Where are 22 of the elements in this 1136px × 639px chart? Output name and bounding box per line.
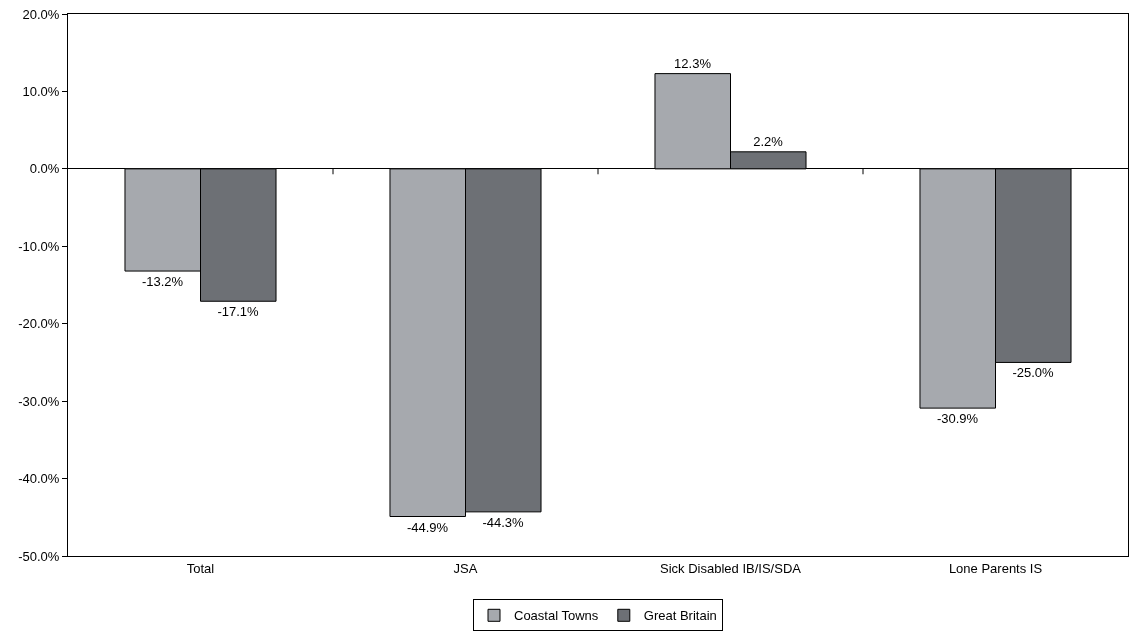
y-tick-label: 0.0%	[29, 161, 60, 177]
y-tick-label: -20.0%	[18, 316, 60, 332]
legend-label: Coastal Towns	[514, 608, 599, 624]
data-label: -25.0%	[1012, 365, 1055, 381]
y-tick-label: -30.0%	[18, 393, 60, 409]
y-tick-label: -10.0%	[18, 238, 60, 254]
x-tick-label: Sick Disabled IB/IS/SDA	[660, 560, 802, 576]
data-label: 12.3%	[674, 55, 712, 71]
legend-label: Great Britain	[643, 608, 717, 624]
data-label: 2.2%	[753, 133, 784, 149]
data-label: -13.2%	[141, 274, 184, 290]
data-label: -30.9%	[936, 411, 979, 427]
x-tick-label: JSA	[453, 560, 478, 576]
y-tick-label: -50.0%	[18, 548, 60, 564]
x-tick-label: Lone Parents IS	[948, 560, 1043, 576]
data-label: -44.9%	[406, 519, 449, 535]
data-label: -44.3%	[482, 514, 525, 530]
x-tick-label: Total	[186, 560, 215, 576]
y-tick-label: 20.0%	[22, 6, 60, 22]
y-tick-label: 10.0%	[22, 83, 60, 99]
data-label: -17.1%	[217, 304, 260, 320]
y-tick-label: -40.0%	[18, 471, 60, 487]
